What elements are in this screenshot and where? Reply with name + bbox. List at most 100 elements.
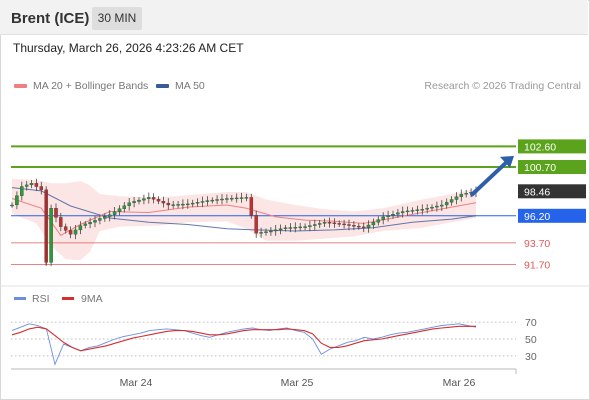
rsi-ma-line <box>11 325 476 352</box>
candle-body <box>254 215 258 234</box>
candle-body <box>298 226 302 229</box>
candle-body <box>386 215 390 218</box>
level-label-102.60: 102.60 <box>524 141 556 153</box>
candle-body <box>186 203 190 206</box>
candle-body <box>366 224 371 228</box>
candle-body <box>405 210 410 213</box>
candle-body <box>234 197 239 200</box>
candle-body <box>230 198 234 200</box>
candle-body <box>103 216 107 219</box>
level-label-91.70: 91.70 <box>524 260 550 272</box>
candle-body <box>54 208 58 218</box>
candle-body <box>24 184 29 187</box>
candle-body <box>410 210 415 212</box>
timestamp: Thursday, March 26, 2026 4:23:26 AM CET <box>13 41 244 55</box>
candle-body <box>98 218 102 221</box>
credit-text: Research © 2026 Trading Central <box>424 80 581 92</box>
candle-body <box>435 205 439 208</box>
candle-body <box>107 214 112 217</box>
candle-body <box>420 209 425 211</box>
candle-body <box>171 204 175 206</box>
candle-body <box>142 198 146 201</box>
candle-body <box>313 224 317 226</box>
candle-body <box>190 202 195 205</box>
level-label-100.70: 100.70 <box>524 162 556 174</box>
candle-body <box>220 198 224 201</box>
candle-body <box>440 204 444 207</box>
level-label-box-98.46 <box>518 184 586 199</box>
rsi-ma-legend-label: 9MA <box>81 293 103 305</box>
candle-body <box>78 225 83 231</box>
legend-ma50: MA 50 <box>156 80 205 92</box>
level-label-box-96.20 <box>518 208 586 223</box>
candle-body <box>29 183 34 186</box>
ma50-swatch <box>156 84 169 89</box>
candle-body <box>15 195 19 206</box>
candle-body <box>400 211 405 214</box>
candle-body <box>20 186 24 196</box>
ma50-line <box>11 187 477 232</box>
timeframe-button[interactable]: 30 MIN <box>92 7 142 30</box>
candle-body <box>317 223 322 225</box>
candle-body <box>34 183 39 187</box>
candle-body <box>181 203 185 206</box>
candle-body <box>161 201 166 204</box>
chart-header: Brent (ICE) 30 MIN <box>0 0 588 35</box>
candle-body <box>459 193 464 197</box>
candle-body <box>63 226 68 231</box>
candle-body <box>49 208 53 263</box>
candle-body <box>381 216 385 220</box>
candle-body <box>264 231 268 233</box>
x-tick-mar-24: Mar 24 <box>120 377 153 389</box>
candle-body <box>425 208 429 210</box>
candle-body <box>332 222 337 224</box>
candle-body <box>283 227 288 229</box>
candle-body <box>166 202 171 206</box>
legend-ma20: MA 20 + Bollinger Bands <box>14 80 148 92</box>
candle-body <box>122 205 127 209</box>
instrument-title: Brent (ICE) <box>11 10 90 27</box>
candle-body <box>342 223 346 226</box>
candle-body <box>59 217 63 227</box>
candle-body <box>454 196 459 200</box>
candle-body <box>176 204 180 206</box>
candle-body <box>210 199 215 202</box>
candle-body <box>195 202 200 204</box>
rsi-tick-70: 70 <box>525 317 537 329</box>
candle-body <box>117 208 122 212</box>
candle-body <box>449 199 454 203</box>
candle-body <box>239 197 244 199</box>
candle-body <box>337 223 341 225</box>
candle-body <box>147 197 151 199</box>
candle-body <box>371 222 376 226</box>
level-label-box-102.60 <box>518 139 586 154</box>
rsi-tick-50: 50 <box>525 334 537 346</box>
candle-body <box>361 226 366 229</box>
candle-body <box>288 227 293 229</box>
candle-body <box>259 232 263 234</box>
bollinger-band-area <box>12 178 476 261</box>
candle-body <box>73 229 78 235</box>
candle-body <box>444 202 449 206</box>
candle-body <box>83 223 88 226</box>
rsi-swatch <box>14 297 26 300</box>
candle-body <box>293 227 298 229</box>
candle-body <box>112 211 117 215</box>
level-label-box-100.70 <box>518 160 586 174</box>
candle-body <box>93 220 97 223</box>
candle-body <box>396 212 400 215</box>
x-tick-mar-26: Mar 26 <box>443 377 476 389</box>
candle-body <box>376 219 381 223</box>
candle-body <box>322 222 327 224</box>
candle-body <box>127 202 131 206</box>
level-label-93.70: 93.70 <box>524 238 550 250</box>
candle-body <box>464 193 468 195</box>
candle-body <box>132 201 136 203</box>
candle-body <box>391 214 395 216</box>
ma20-swatch <box>14 84 27 89</box>
candle-body <box>225 198 229 200</box>
candle-body <box>88 222 92 225</box>
candle-body <box>273 229 278 232</box>
level-label-96.20: 96.20 <box>524 211 550 223</box>
candle-body <box>430 206 434 209</box>
